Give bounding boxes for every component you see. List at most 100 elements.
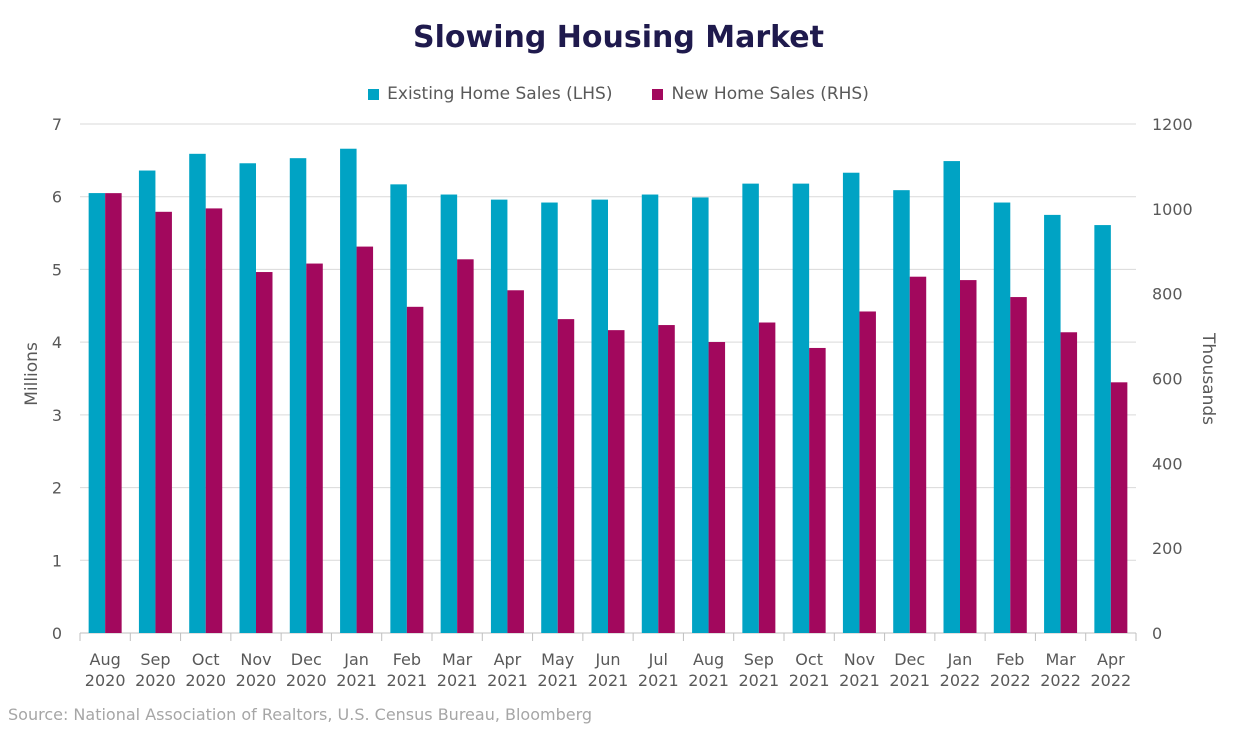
bar-existing-home-sales (842, 172, 860, 633)
y-right-axis-label: Thousands (1198, 332, 1218, 425)
y-right-tick-label: 1200 (1152, 115, 1193, 134)
x-tick-label-month: Jan (343, 650, 369, 669)
legend-swatch-existing-home-sales (368, 88, 380, 100)
y-left-tick-label: 7 (52, 115, 62, 134)
bar-existing-home-sales (893, 190, 910, 634)
bar-new-home-sales (909, 276, 927, 633)
x-tick-label-year: 2020 (185, 671, 226, 690)
y-left-tick-label: 2 (52, 479, 62, 498)
x-tick-label-month: Apr (494, 650, 522, 669)
bar-existing-home-sales (490, 199, 508, 633)
x-tick-label-year: 2021 (638, 671, 679, 690)
bar-existing-home-sales (591, 199, 608, 633)
bar-existing-home-sales (993, 202, 1011, 633)
bar-existing-home-sales (692, 197, 709, 634)
legend-swatch-new-home-sales (652, 88, 664, 100)
x-tick-label-month: Dec (291, 650, 322, 669)
bar-new-home-sales (256, 272, 273, 633)
bar-new-home-sales (105, 193, 122, 633)
legend-item-new-home-sales: New Home Sales (RHS) (652, 84, 869, 104)
bar-new-home-sales (356, 246, 374, 633)
x-tick-label-year: 2022 (990, 671, 1031, 690)
bar-new-home-sales (507, 290, 524, 633)
x-tick-label-year: 2021 (889, 671, 930, 690)
y-left-tick-label: 0 (52, 624, 62, 643)
bar-existing-home-sales (340, 148, 357, 634)
bar-new-home-sales (809, 347, 826, 633)
chart-plot: 0 1 2 3 4 5 6 7 0 200 400 600 800 1000 1200 Aug 2020 Sep 2… (22, 115, 1218, 690)
bar-new-home-sales (205, 208, 223, 633)
bar-existing-home-sales (1094, 225, 1111, 633)
x-tick-label-year: 2021 (839, 671, 880, 690)
x-tick-label-month: May (541, 650, 574, 669)
x-tick-label-year: 2021 (336, 671, 377, 690)
legend-item-existing-home-sales: Existing Home Sales (LHS) (368, 84, 612, 104)
bar-new-home-sales (155, 211, 172, 634)
y-left-tick-label: 4 (52, 333, 62, 352)
x-tick-label-month: Dec (894, 650, 925, 669)
x-tick-label-month: Mar (442, 650, 473, 669)
bar-existing-home-sales (742, 183, 759, 633)
bar-new-home-sales (1060, 332, 1078, 633)
bar-existing-home-sales (138, 170, 156, 633)
x-tick-label-year: 2020 (236, 671, 277, 690)
y-right-tick-label: 0 (1152, 624, 1162, 643)
bar-existing-home-sales (390, 184, 407, 634)
y-right-tick-label: 400 (1152, 454, 1183, 473)
bar-new-home-sales (960, 280, 977, 633)
y-right-tick-label: 1000 (1152, 200, 1193, 219)
x-tick-label-year: 2022 (940, 671, 981, 690)
x-tick-label-month: Nov (844, 650, 875, 669)
x-tick-label-month: Jul (648, 650, 668, 669)
bar-new-home-sales (758, 322, 776, 633)
y-left-tick-label: 1 (52, 551, 62, 570)
source-note: Source: National Association of Realtors… (8, 705, 593, 724)
x-tick-label-month: Mar (1045, 650, 1076, 669)
y-left-tick-label: 3 (52, 406, 62, 425)
x-tick-label-month: Jun (595, 650, 621, 669)
x-tick-label-month: Apr (1097, 650, 1125, 669)
x-tick-label-year: 2021 (386, 671, 427, 690)
x-tick-label-year: 2022 (1090, 671, 1131, 690)
x-tick-label-month: Oct (795, 650, 823, 669)
bar-existing-home-sales (641, 194, 659, 634)
x-tick-label-month: Sep (744, 650, 774, 669)
y-right-tick-label: 200 (1152, 539, 1183, 558)
chart-title: Slowing Housing Market (413, 20, 824, 55)
y-left-tick-label: 6 (52, 188, 62, 207)
bar-existing-home-sales (88, 193, 106, 634)
x-tick-label-month: Aug (90, 650, 121, 669)
bar-new-home-sales (658, 325, 675, 633)
x-tick-label-year: 2022 (1040, 671, 1081, 690)
legend-label-existing-home-sales: Existing Home Sales (LHS) (387, 84, 613, 104)
bar-new-home-sales (306, 263, 323, 633)
x-tick-label-month: Sep (140, 650, 170, 669)
bar-new-home-sales (457, 259, 474, 633)
x-tick-label-year: 2021 (487, 671, 528, 690)
y-right-tick-label: 600 (1152, 370, 1183, 389)
x-tick-label-month: Aug (693, 650, 724, 669)
bar-existing-home-sales (792, 183, 810, 633)
bar-new-home-sales (608, 330, 625, 633)
x-tick-label-month: Feb (996, 650, 1024, 669)
x-tick-label-year: 2021 (688, 671, 729, 690)
bar-new-home-sales (1010, 297, 1027, 633)
x-tick-label-year: 2021 (537, 671, 578, 690)
x-tick-label-month: Jan (947, 650, 973, 669)
y-left-axis-label: Millions (22, 342, 42, 406)
bar-existing-home-sales (440, 194, 458, 634)
x-tick-label-year: 2020 (85, 671, 126, 690)
x-tick-label-year: 2020 (286, 671, 327, 690)
bar-new-home-sales (406, 306, 424, 633)
bar-existing-home-sales (289, 158, 307, 633)
bar-new-home-sales (557, 319, 575, 633)
x-tick-label-year: 2021 (437, 671, 478, 690)
x-tick-label-month: Nov (240, 650, 271, 669)
x-tick-label-year: 2021 (738, 671, 779, 690)
x-tick-label-year: 2021 (789, 671, 830, 690)
bar-existing-home-sales (189, 153, 206, 633)
x-tick-label-year: 2020 (135, 671, 176, 690)
bar-existing-home-sales (1044, 214, 1061, 633)
bar-new-home-sales (708, 342, 726, 633)
bar-existing-home-sales (239, 163, 256, 633)
